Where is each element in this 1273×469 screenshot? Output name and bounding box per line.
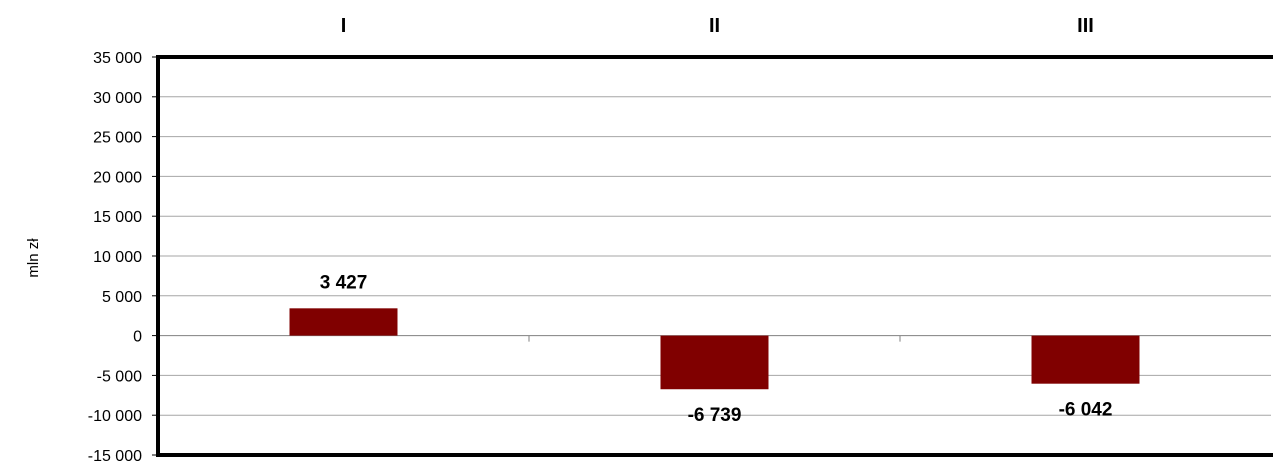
bar [289, 308, 398, 336]
y-tick-label: 25 000 [93, 130, 142, 147]
y-tick-label: -5 000 [97, 368, 142, 385]
bars [289, 308, 1140, 390]
y-axis-label: mln zł [25, 238, 42, 278]
bar [660, 335, 769, 390]
y-tick-label: 30 000 [93, 90, 142, 107]
category-label: III [1077, 15, 1094, 37]
data-label: -6 042 [1059, 400, 1113, 421]
labels: 35 000 30 000 25 000 20 000 15 000 10 000 5 00… [88, 15, 1113, 465]
data-label: 3 427 [320, 272, 368, 293]
gridlines [158, 96, 1271, 416]
category-label: I [341, 15, 347, 37]
y-tick-label: 10 000 [93, 249, 142, 266]
y-tick-label: 20 000 [93, 169, 142, 186]
y-tick-label: 0 [133, 329, 142, 346]
data-label: -6 739 [688, 405, 742, 426]
y-tick-label: -15 000 [88, 448, 142, 465]
y-tick-label: 35 000 [93, 50, 142, 67]
y-tick-label: 5 000 [102, 289, 142, 306]
y-tick-label: 15 000 [93, 209, 142, 226]
bar [1031, 335, 1140, 384]
y-tick-label: -10 000 [88, 408, 142, 425]
category-label: II [709, 15, 720, 37]
